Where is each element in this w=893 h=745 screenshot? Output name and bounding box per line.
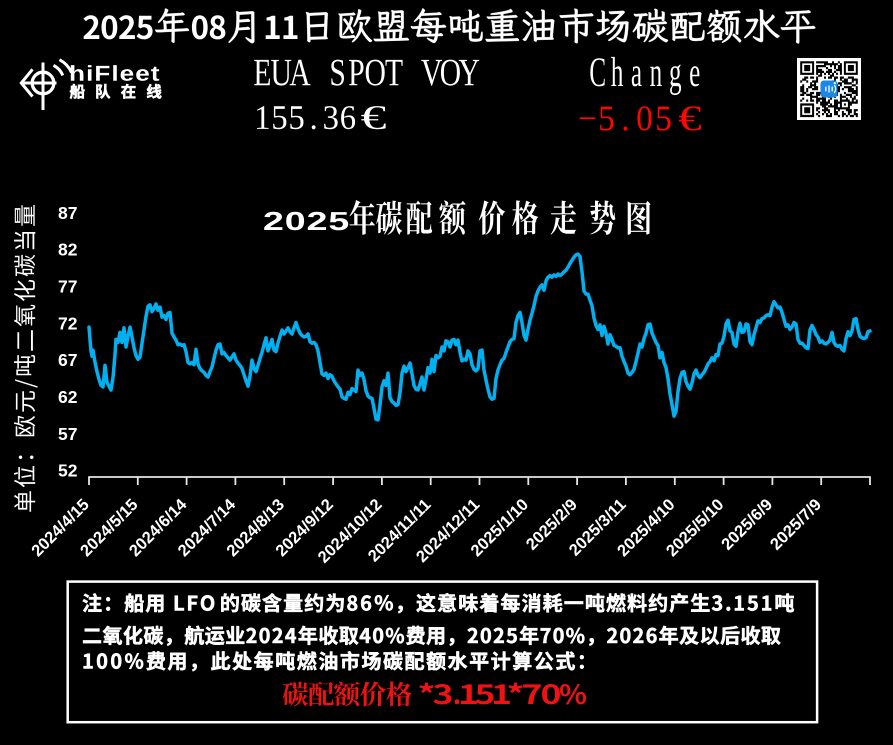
svg-text:52: 52 [58,461,78,481]
svg-text:82: 82 [58,240,78,260]
svg-text:87: 87 [58,203,77,223]
svg-text:77: 77 [58,277,77,297]
svg-text:62: 62 [58,387,78,407]
svg-text:57: 57 [58,424,77,444]
svg-text:67: 67 [58,350,77,370]
svg-text:72: 72 [58,313,78,333]
